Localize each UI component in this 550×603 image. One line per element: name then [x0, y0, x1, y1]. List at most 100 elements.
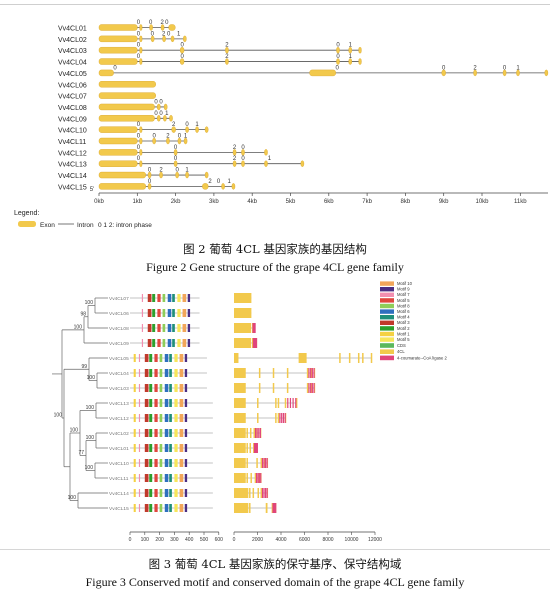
exon-box: [168, 24, 176, 31]
intron-phase-label: 0: [137, 20, 141, 26]
domain-axis-tick-label: 12000: [368, 537, 382, 543]
domain-exon-box: [295, 398, 298, 408]
domain-exon-box: [306, 368, 309, 378]
intron-phase-label: 0: [154, 99, 158, 105]
motif-box: [184, 474, 188, 482]
exon-box: [225, 47, 229, 54]
motif-box: [149, 414, 153, 422]
exon-box: [183, 35, 187, 43]
motif-axis-tick-label: 100: [141, 537, 150, 543]
exon-box: [441, 69, 446, 77]
exon-box: [157, 103, 161, 111]
motif-box: [167, 339, 172, 347]
domain-exon-box: [257, 398, 259, 408]
domain-axis-tick-label: 10000: [345, 537, 359, 543]
motif-box: [179, 399, 184, 407]
exon-box: [516, 69, 520, 77]
motif-box: [174, 369, 178, 377]
motif-box: [144, 354, 149, 362]
ligase-domain-mark: [258, 428, 260, 438]
gene-label-vv4cl14: Vv4CL14: [58, 173, 87, 180]
domain-exon-box: [249, 443, 252, 453]
motif-box: [152, 339, 156, 347]
motif-legend-swatch: [380, 309, 394, 314]
domain-legend-swatch: [380, 343, 394, 348]
tree-leaf-label: Vv4CL15: [109, 506, 129, 512]
domain-axis-tick-label: 0: [233, 537, 236, 543]
motif-legend-label: Motif 8: [397, 303, 410, 308]
motif-legend-swatch: [380, 281, 394, 286]
motif-box: [147, 324, 152, 332]
motif-box: [138, 354, 141, 362]
domain-exon-box: [253, 323, 256, 333]
intron-phase-label: 2: [161, 20, 165, 26]
bootstrap-value: 77: [78, 450, 84, 456]
motif-box: [169, 489, 172, 497]
domain-exon-box: [275, 398, 277, 408]
motif-box: [133, 504, 136, 512]
motif-box: [154, 489, 158, 497]
motif-box: [162, 294, 166, 302]
motif-box: [179, 459, 184, 467]
domain-exon-box: [246, 473, 248, 483]
intron-phase-label: 1: [195, 122, 199, 128]
bootstrap-value: 100: [85, 300, 94, 306]
motif-box: [162, 309, 166, 317]
tree-leaf-label: Vv4CL09: [109, 341, 129, 347]
motif-box: [138, 369, 141, 377]
motif-legend-swatch: [380, 326, 394, 331]
motif-legend-label: Motif 6: [397, 309, 410, 314]
domain-exon-box: [234, 383, 246, 393]
exon-box: [264, 149, 268, 156]
motif-legend-swatch: [380, 303, 394, 309]
ligase-domain-mark: [255, 443, 258, 453]
exon-box: [163, 103, 168, 111]
domain-exon-box: [370, 353, 373, 363]
motif-box: [164, 504, 169, 512]
motif-box: [184, 354, 188, 362]
motif-box: [164, 369, 169, 377]
motif-legend-swatch: [380, 298, 394, 303]
gene-label-vv4cl13: Vv4CL13: [58, 162, 87, 169]
ligase-domain-mark: [254, 338, 257, 348]
exon-box: [241, 149, 245, 156]
motif-box: [149, 504, 153, 512]
motif-box: [182, 339, 187, 347]
domain-exon-box: [234, 293, 252, 303]
motif-box: [141, 324, 144, 332]
exon-box: [183, 137, 188, 145]
intron-phase-label: 0: [149, 20, 153, 26]
tree-leaf-label: Vv4CL03: [109, 386, 129, 392]
domain-exon-box: [234, 443, 246, 453]
motif-axis-tick-label: 0: [129, 537, 132, 543]
motif-box: [169, 354, 172, 362]
domain-exon-box: [256, 428, 258, 438]
motif-box: [138, 444, 141, 452]
motif-box: [149, 369, 153, 377]
intron-phase-label: 0: [503, 65, 507, 71]
exon-box: [139, 35, 143, 43]
motif-box: [152, 309, 156, 317]
exon-box: [139, 160, 143, 167]
gene-label-vv4cl01: Vv4CL01: [58, 26, 87, 33]
motif-box: [144, 414, 149, 422]
domain-exon-box: [256, 458, 258, 468]
kb-axis-tick-label: 5kb: [286, 199, 296, 205]
gene-label-vv4cl09: Vv4CL09: [58, 116, 87, 123]
motif-box: [164, 489, 169, 497]
ligase-domain-mark: [259, 428, 261, 438]
bootstrap-value: 100: [87, 375, 96, 381]
motif-box: [149, 489, 153, 497]
domain-legend-label: 4CL: [397, 349, 405, 354]
intron-phase-label: 2: [233, 145, 237, 151]
intron-phase-label: 1: [349, 43, 353, 49]
motif-box: [162, 324, 166, 332]
gene-label-vv4cl05: Vv4CL05: [58, 71, 87, 78]
intron-phase-label: 0: [174, 156, 178, 162]
domain-exon-box: [274, 503, 277, 513]
motif-box: [138, 474, 141, 482]
gene-label-vv4cl07: Vv4CL07: [58, 94, 87, 101]
exon-box: [241, 160, 245, 167]
exon-box: [170, 35, 175, 43]
motif-box: [169, 399, 172, 407]
